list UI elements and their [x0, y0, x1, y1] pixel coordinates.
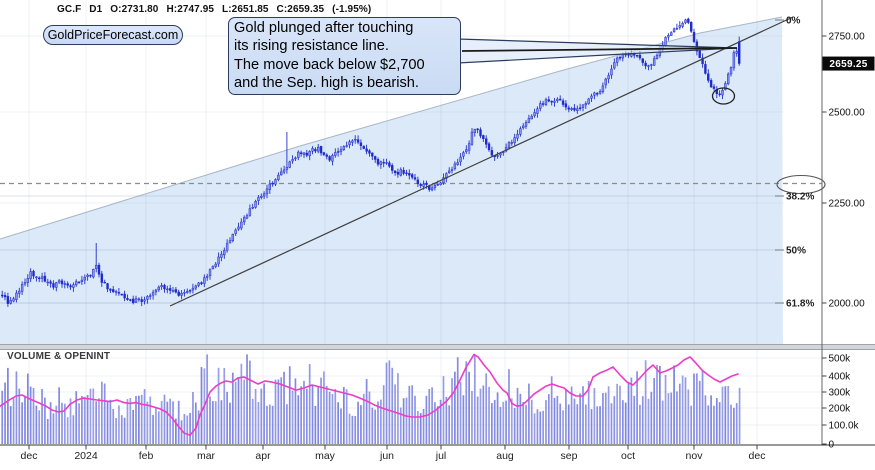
month-label: jun — [379, 450, 394, 462]
price-tick-label: 2500.00 — [829, 108, 866, 119]
volume-tick-label: 200k — [829, 404, 852, 415]
month-label: mar — [197, 450, 216, 462]
current-price-badge: 2659.25 — [822, 56, 875, 71]
month-label: dec — [749, 450, 766, 462]
month-label: sep — [561, 450, 578, 462]
rising-channel-fill — [0, 17, 783, 344]
volume-tick-label: 500k — [829, 354, 852, 365]
volume-axis-labels[interactable]: 500k 400k 300k 200k 100.0k 0 — [822, 354, 860, 451]
month-label: dec — [21, 450, 38, 462]
timeframe-label: D1 — [89, 4, 103, 15]
time-axis-labels[interactable]: dec 2024 feb mar apr may jun jul aug sep oct nov dec — [21, 445, 766, 462]
site-logo-badge[interactable]: GoldPriceForecast.com — [43, 25, 183, 45]
price-axis-labels[interactable]: 2750.00 2500.00 2250.00 2000.00 — [822, 32, 865, 310]
open-interest-line[interactable] — [0, 353, 739, 436]
pane-divider[interactable] — [0, 344, 875, 350]
fib-level-label: 0% — [786, 16, 801, 27]
fib-level-label: 50% — [786, 246, 806, 257]
fib-level-label: 38.2% — [786, 192, 814, 203]
site-logo-text: GoldPriceForecast.com — [47, 28, 179, 42]
fib-target-ellipse[interactable] — [776, 174, 826, 195]
fib-level-label: 61.8% — [786, 299, 814, 310]
volume-pane-title: VOLUME & OPENINT — [7, 351, 111, 362]
open-value: O:2731.80 — [110, 4, 159, 15]
volume-tick-label: 300k — [829, 388, 852, 399]
symbol-info-bar: GC.F D1 O:2731.80 H:2747.95 L:2651.85 C:2659.… — [57, 4, 379, 15]
high-value: H:2747.95 — [166, 4, 215, 15]
month-label: jul — [435, 450, 447, 462]
price-tick-label: 2250.00 — [829, 199, 866, 210]
month-label: aug — [496, 450, 514, 462]
month-label: 2024 — [74, 450, 98, 462]
volume-tick-label: 400k — [829, 372, 852, 383]
price-tick-label: 2750.00 — [829, 32, 866, 43]
low-value: L:2651.85 — [222, 4, 269, 15]
volume-tick-label: 100.0k — [829, 421, 860, 432]
change-value: (-1.95%) — [332, 4, 372, 15]
symbol-label: GC.F — [57, 4, 82, 15]
month-label: nov — [686, 450, 704, 462]
low-highlight-ellipse[interactable] — [711, 87, 736, 105]
analyst-annotation-note[interactable]: Gold plunged after touching its rising r… — [228, 17, 461, 96]
candlestick-series[interactable] — [1, 18, 741, 304]
channel-upper-edge-line[interactable] — [0, 16, 783, 240]
volume-tick-label: 0 — [829, 440, 835, 451]
month-label: oct — [621, 450, 635, 462]
gridlines — [0, 0, 822, 444]
month-label: feb — [139, 450, 154, 462]
month-label: apr — [255, 450, 271, 462]
sep-high-resistance-line[interactable] — [461, 47, 738, 52]
current-price-value: 2659.25 — [829, 59, 867, 70]
fibonacci-labels[interactable]: 0% 38.2% 50% 61.8% — [775, 16, 814, 310]
volume-bars — [1, 354, 741, 444]
month-label: may — [315, 450, 336, 462]
rising-trendline[interactable] — [169, 16, 794, 307]
price-tick-label: 2000.00 — [829, 299, 866, 310]
close-value: C:2659.35 — [276, 4, 325, 15]
